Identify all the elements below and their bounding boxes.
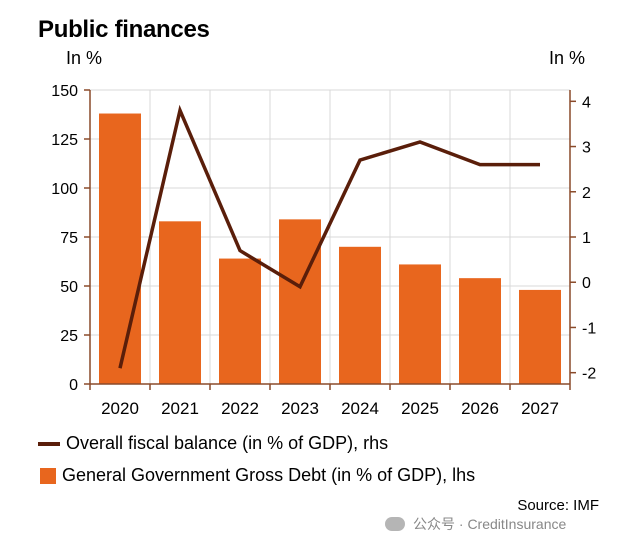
right-tick-label: 0 bbox=[582, 275, 591, 292]
x-tick-label: 2022 bbox=[221, 399, 259, 418]
left-tick-label: 150 bbox=[51, 83, 78, 100]
debt-bar bbox=[339, 246, 381, 384]
watermark-text: 公众号 · CreditInsurance bbox=[413, 516, 567, 532]
left-axis-unit: In % bbox=[66, 48, 103, 68]
debt-bar bbox=[219, 258, 261, 384]
right-tick-label: 1 bbox=[582, 230, 591, 247]
left-tick-label: 75 bbox=[60, 230, 78, 247]
right-tick-label: -1 bbox=[582, 320, 596, 337]
x-tick-label: 2023 bbox=[281, 399, 319, 418]
chart-title: Public finances bbox=[38, 16, 210, 43]
left-tick-label: 25 bbox=[60, 328, 78, 345]
legend-label-gross-debt: General Government Gross Debt (in % of G… bbox=[62, 465, 476, 485]
legend-item-fiscal-balance: Overall fiscal balance (in % of GDP), rh… bbox=[38, 433, 388, 454]
debt-bar bbox=[519, 289, 561, 384]
left-tick-label: 50 bbox=[60, 279, 78, 296]
left-tick-label: 100 bbox=[51, 181, 78, 198]
x-tick-label: 2020 bbox=[101, 399, 139, 418]
right-tick-label: 4 bbox=[582, 94, 591, 111]
legend-bar-swatch bbox=[40, 467, 56, 484]
x-tick-label: 2024 bbox=[341, 399, 379, 418]
wechat-icon bbox=[385, 517, 405, 531]
left-tick-label: 0 bbox=[69, 377, 78, 394]
x-tick-label: 2025 bbox=[401, 399, 439, 418]
legend-line-swatch bbox=[38, 441, 60, 446]
legend-item-gross-debt: General Government Gross Debt (in % of G… bbox=[38, 465, 475, 486]
fiscal-balance-line bbox=[118, 104, 540, 369]
right-tick-label: 3 bbox=[582, 140, 591, 157]
right-tick-label: -2 bbox=[582, 366, 596, 383]
debt-bar bbox=[99, 113, 141, 385]
debt-bar bbox=[279, 219, 321, 384]
right-tick-label: 2 bbox=[582, 185, 591, 202]
debt-bar bbox=[399, 264, 441, 384]
legend-label-fiscal-balance: Overall fiscal balance (in % of GDP), rh… bbox=[66, 433, 389, 453]
x-tick-label: 2027 bbox=[521, 399, 559, 418]
source-note: Source: IMF bbox=[517, 497, 599, 514]
x-tick-label: 2026 bbox=[461, 399, 499, 418]
debt-bar bbox=[459, 278, 501, 384]
watermark: 公众号 · CreditInsurance bbox=[385, 514, 566, 534]
debt-bar bbox=[159, 221, 201, 384]
left-tick-label: 125 bbox=[51, 132, 78, 149]
right-axis-unit: In % bbox=[549, 48, 586, 68]
x-tick-label: 2021 bbox=[161, 399, 199, 418]
